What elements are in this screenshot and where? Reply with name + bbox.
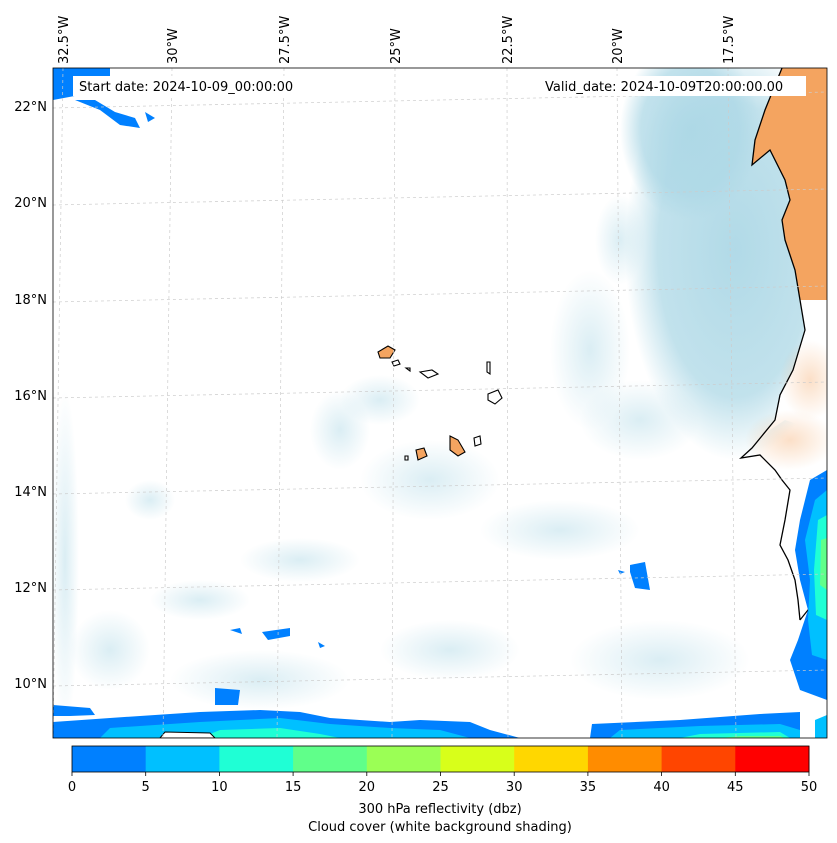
lat-label: 22°N — [14, 100, 47, 115]
lat-label: 18°N — [14, 293, 47, 308]
lat-label: 20°N — [14, 196, 47, 211]
colorbar-swatch — [366, 746, 441, 772]
colorbar-tick-label: 10 — [211, 780, 228, 795]
colorbar-tick-label: 35 — [580, 780, 597, 795]
colorbar-tick-label: 50 — [801, 780, 818, 795]
colorbar-tick-label: 40 — [653, 780, 670, 795]
start-date-box — [73, 76, 317, 96]
colorbar-label-line1: 300 hPa reflectivity (dbz) — [358, 802, 521, 817]
map-panel — [53, 68, 827, 738]
reflectivity-shading — [53, 68, 827, 738]
lat-label: 12°N — [14, 581, 47, 596]
colorbar-swatch — [661, 746, 736, 772]
colorbar-swatch — [440, 746, 515, 772]
colorbar-swatch — [145, 746, 220, 772]
colorbar-tick-label: 15 — [285, 780, 302, 795]
lat-label: 14°N — [14, 485, 47, 500]
colorbar: 0 5 10 15 20 25 30 35 40 45 50 300 hPa reflectivit… — [68, 745, 817, 835]
gridlines — [53, 68, 827, 738]
lon-label: 32.5°W — [57, 16, 72, 64]
colorbar-ticks: 0 5 10 15 20 25 30 35 40 45 50 — [68, 772, 817, 795]
cape-verde-islands — [377, 345, 503, 461]
start-date-label: Start date: 2024-10-09_00:00:00 — [79, 80, 293, 95]
colorbar-tick-label: 5 — [142, 780, 150, 795]
lon-label: 22.5°W — [501, 16, 516, 64]
colorbar-tick-label: 20 — [359, 780, 376, 795]
lat-label: 16°N — [14, 389, 47, 404]
colorbar-swatch — [219, 746, 294, 772]
lat-label: 10°N — [14, 677, 47, 692]
colorbar-label-line2: Cloud cover (white background shading) — [308, 820, 572, 835]
colorbar-tick-label: 45 — [727, 780, 744, 795]
map-frame — [52, 67, 828, 739]
valid-date-label: Valid_date: 2024-10-09T20:00:00.00 — [545, 80, 783, 95]
colorbar-swatch — [735, 746, 810, 772]
lon-label: 27.5°W — [278, 16, 293, 64]
colorbar-swatches — [72, 746, 810, 772]
lon-label: 25°W — [389, 28, 404, 64]
lon-label: 20°W — [611, 28, 626, 64]
colorbar-swatch — [587, 746, 663, 772]
lon-label: 17.5°W — [722, 16, 737, 64]
longitude-labels: 32.5°W 30°W 27.5°W 25°W 22.5°W 20°W 17.5… — [57, 16, 737, 64]
colorbar-tick-label: 30 — [506, 780, 523, 795]
valid-date-box — [540, 76, 806, 96]
lon-label: 30°W — [166, 28, 181, 64]
colorbar-swatch — [514, 746, 589, 772]
cloud-cover-shading — [53, 68, 827, 730]
colorbar-swatch — [72, 746, 147, 772]
colorbar-tick-label: 25 — [432, 780, 449, 795]
colorbar-swatch — [293, 746, 368, 772]
latitude-labels: 22°N 20°N 18°N 16°N 14°N 12°N 10°N — [14, 100, 47, 692]
colorbar-tick-label: 0 — [68, 780, 76, 795]
